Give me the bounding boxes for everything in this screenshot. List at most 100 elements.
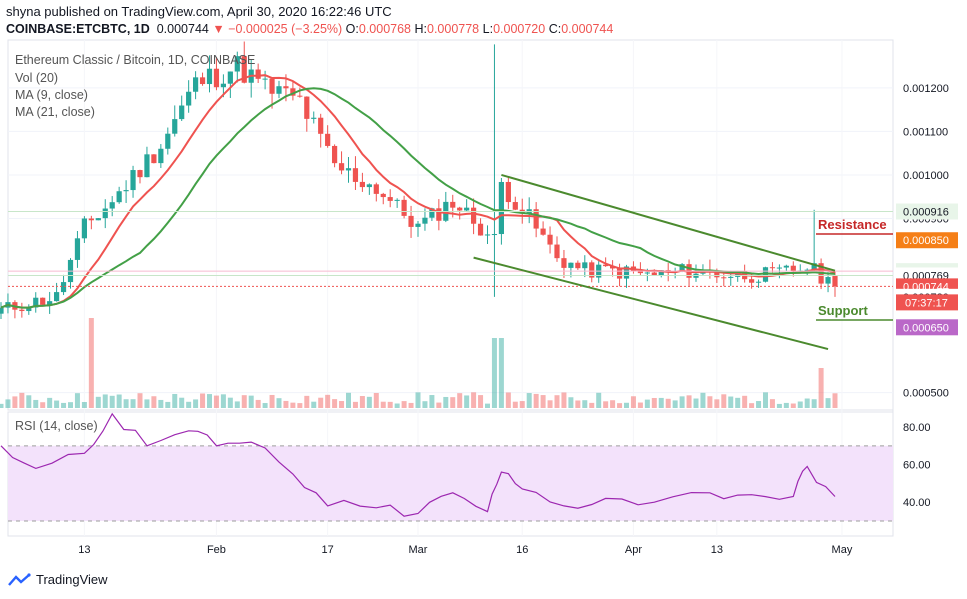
candle-body — [422, 217, 428, 224]
candle-body — [505, 181, 511, 203]
publication-text: shyna published on TradingView.com, Apri… — [6, 4, 392, 19]
time-tick-label: 16 — [516, 544, 528, 556]
volume-bar — [554, 395, 560, 408]
volume-bar — [241, 395, 247, 408]
support-label: Support — [818, 303, 868, 318]
candle-body — [450, 201, 456, 208]
volume-bar — [429, 395, 435, 408]
volume-bar — [505, 392, 511, 408]
volume-bar — [220, 394, 226, 408]
volume-bar — [26, 395, 32, 408]
candle-body — [47, 301, 53, 305]
volume-bar — [186, 401, 192, 408]
volume-bar — [790, 403, 796, 408]
candle-body — [811, 263, 817, 270]
candle-body — [359, 181, 365, 188]
price-change: −0.000025 (−3.25%) — [228, 22, 343, 36]
volume-bar — [547, 400, 553, 408]
volume-bar — [33, 399, 39, 408]
legend-rsi[interactable]: RSI (14, close) — [15, 419, 98, 433]
volume-bar — [116, 394, 122, 408]
volume-bar — [394, 403, 400, 408]
candle-body — [311, 117, 317, 119]
candle-body — [193, 77, 199, 92]
time-tick-label: May — [832, 544, 853, 556]
candle-body — [60, 282, 67, 293]
volume-bar — [450, 397, 456, 408]
volume-bar — [561, 392, 567, 408]
volume-bar — [137, 393, 143, 408]
candle-body — [547, 234, 553, 245]
resistance-value-tag-text: 0.000850 — [903, 235, 949, 247]
legend-ma9[interactable]: MA (9, close) — [15, 88, 88, 102]
candle-body — [644, 272, 650, 274]
candle-body — [241, 56, 247, 83]
volume-bar — [0, 403, 4, 408]
candle-body — [283, 86, 289, 89]
volume-bar — [485, 403, 490, 408]
volume-bar — [325, 394, 331, 408]
volume-bar — [387, 401, 393, 408]
volume-bar — [81, 402, 87, 408]
candle-body — [325, 133, 331, 146]
volume-bar — [179, 397, 185, 408]
tradingview-logo-icon — [8, 572, 31, 586]
volume-bars — [0, 318, 838, 408]
volume-bar — [165, 401, 171, 408]
candle-body — [721, 277, 727, 279]
volume-bar — [415, 392, 421, 408]
volume-bar — [665, 398, 671, 408]
brand-name: TradingView — [36, 572, 108, 587]
volume-bar — [318, 397, 324, 408]
ohlc-bar: COINBASE:ETCBTC, 1D 0.000744 ▼ −0.000025… — [6, 22, 613, 36]
high-value: 0.000778 — [427, 22, 480, 36]
volume-bar — [512, 401, 518, 408]
candle-body — [74, 238, 81, 260]
volume-bar — [735, 397, 741, 408]
volume-bar — [304, 395, 310, 408]
volume-bar — [637, 402, 643, 408]
time-tick-label: Mar — [409, 544, 428, 556]
candle-body — [804, 269, 810, 271]
candle-body — [415, 223, 421, 227]
volume-bar — [262, 403, 268, 408]
brand-footer[interactable]: TradingView — [8, 572, 108, 587]
volume-bar — [651, 397, 657, 408]
volume-bar — [644, 399, 650, 408]
candle-body — [568, 262, 574, 268]
volume-bar — [769, 399, 775, 408]
candle-body — [165, 133, 171, 149]
legend-ma21[interactable]: MA (21, close) — [15, 105, 95, 119]
close-label: C: — [548, 22, 562, 36]
legend-vol[interactable]: Vol (20) — [15, 71, 59, 85]
volume-bar — [568, 397, 574, 408]
volume-bar — [498, 338, 504, 408]
countdown-tag-bg — [896, 294, 958, 311]
resistance-label: Resistance — [818, 217, 887, 232]
volume-bar — [825, 398, 831, 408]
candle-body — [137, 170, 143, 178]
volume-bar — [804, 398, 810, 408]
rsi-axis-ticks: 80.00 60.00 40.00 — [903, 422, 931, 509]
candle-body — [477, 223, 484, 236]
volume-bar — [533, 393, 539, 408]
volume-bar — [88, 318, 94, 408]
volume-bar — [589, 402, 595, 408]
volume-bar — [311, 401, 317, 408]
symbol-pair[interactable]: COINBASE:ETCBTC, 1D — [6, 22, 150, 36]
candle-body — [783, 265, 789, 268]
volume-bar — [422, 401, 428, 408]
volume-bar — [19, 392, 25, 408]
volume-bar — [290, 402, 296, 408]
volume-bar — [40, 402, 46, 408]
volume-bar — [672, 400, 678, 408]
volume-bar — [68, 402, 73, 408]
volume-bar — [408, 402, 414, 408]
volume-bar — [213, 395, 219, 408]
channel-upper-line — [501, 173, 836, 272]
candle-body — [81, 218, 87, 239]
volume-bar — [47, 397, 53, 408]
volume-bar — [332, 399, 338, 408]
volume-bar — [756, 401, 762, 408]
